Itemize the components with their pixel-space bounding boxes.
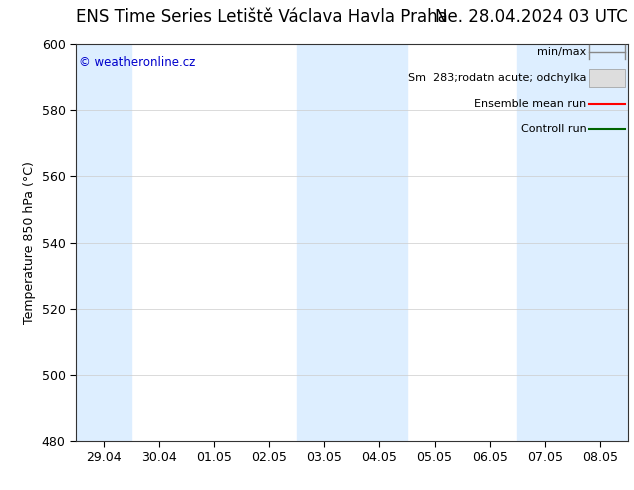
Bar [589, 69, 625, 87]
Bar [573, 44, 628, 441]
Text: © weatheronline.cz: © weatheronline.cz [79, 56, 195, 69]
Y-axis label: Temperature 850 hPa (°C): Temperature 850 hPa (°C) [23, 161, 36, 324]
Text: Controll run: Controll run [521, 124, 586, 134]
Bar [297, 44, 352, 441]
Text: ENS Time Series Letiště Václava Havla Praha: ENS Time Series Letiště Václava Havla Pr… [76, 8, 448, 26]
Text: min/max: min/max [537, 47, 586, 57]
Text: Ensemble mean run: Ensemble mean run [474, 98, 586, 109]
Bar [352, 44, 407, 441]
Bar [76, 44, 131, 441]
Text: Ne. 28.04.2024 03 UTC: Ne. 28.04.2024 03 UTC [435, 8, 628, 26]
Bar [517, 44, 573, 441]
Text: Sm  283;rodatn acute; odchylka: Sm 283;rodatn acute; odchylka [408, 73, 586, 83]
